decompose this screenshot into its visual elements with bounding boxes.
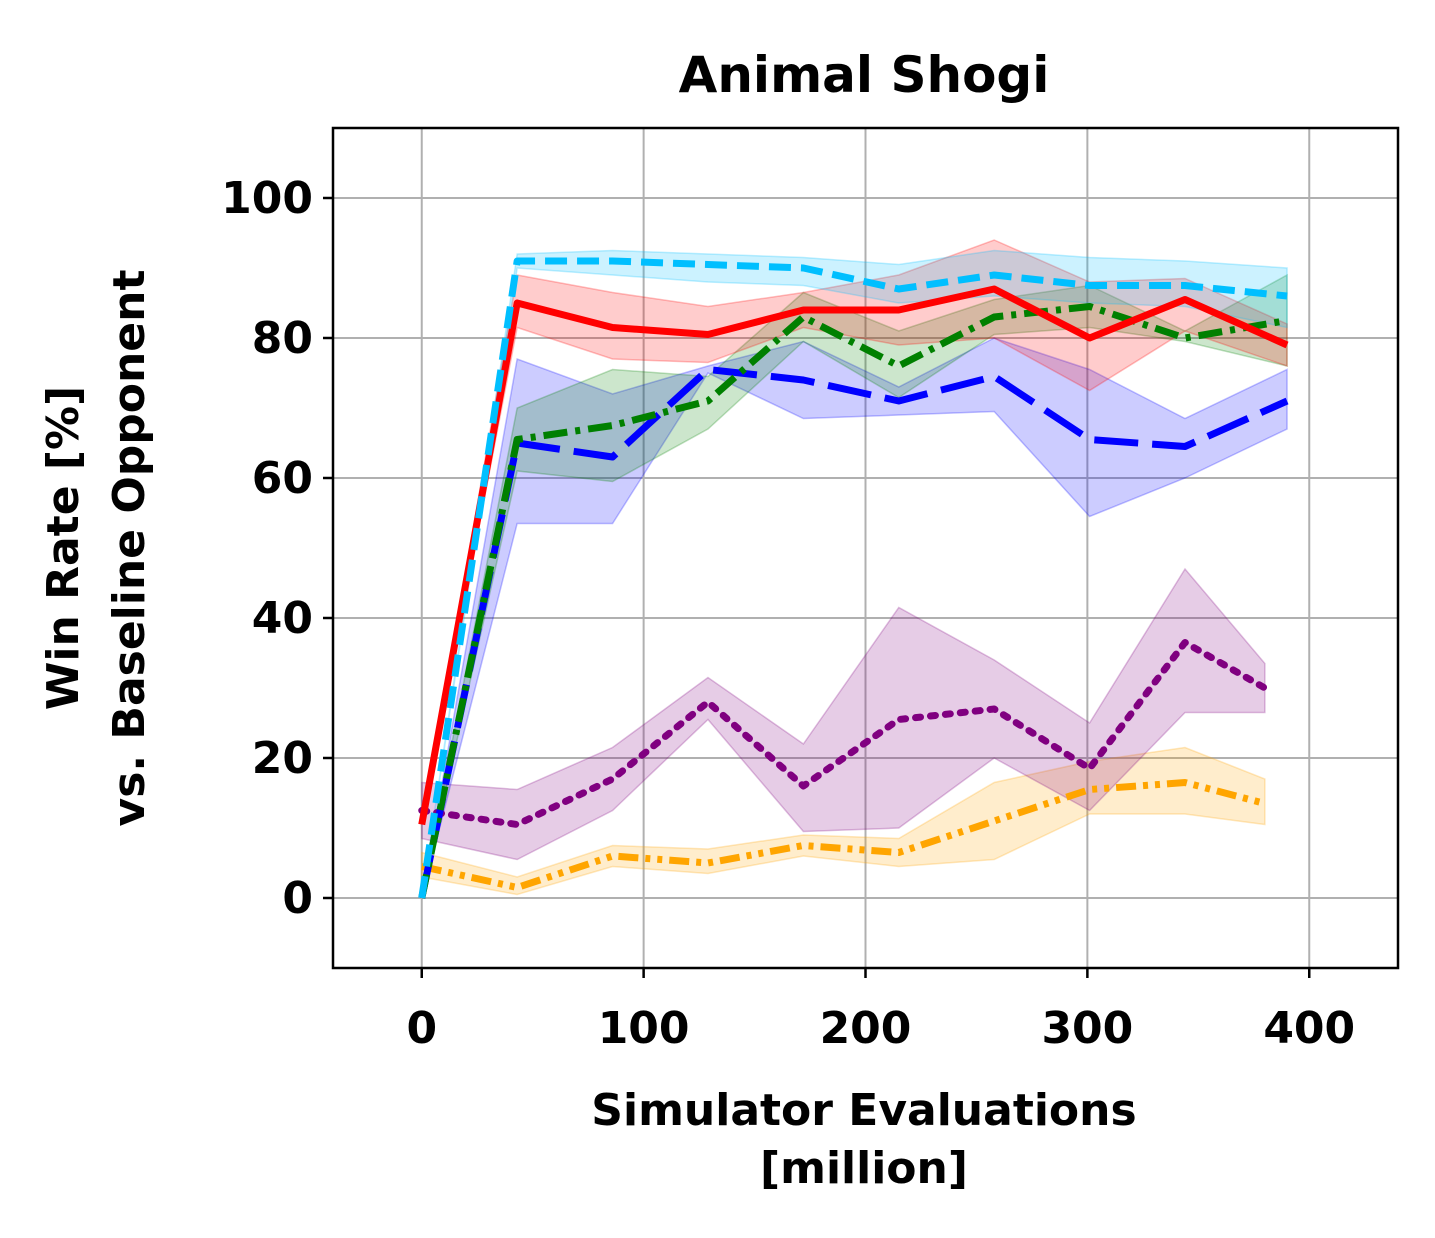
x-axis-label-line2: [million] bbox=[760, 1143, 968, 1194]
line-orange bbox=[420, 779, 1266, 891]
line-red bbox=[418, 285, 1289, 826]
x-tick-label: 100 bbox=[598, 1003, 690, 1054]
x-axis-ticks: 0 100 200 300 400 bbox=[406, 968, 1355, 1054]
x-tick-label: 200 bbox=[820, 1003, 912, 1054]
y-tick-label: 20 bbox=[252, 733, 313, 784]
y-tick-label: 80 bbox=[252, 313, 313, 364]
x-tick-label: 300 bbox=[1041, 1003, 1133, 1054]
y-tick-label: 40 bbox=[252, 593, 313, 644]
line-purple bbox=[418, 639, 1269, 828]
x-tick-label: 400 bbox=[1263, 1003, 1355, 1054]
series-lines bbox=[418, 257, 1289, 899]
y-tick-label: 60 bbox=[252, 453, 313, 504]
grid bbox=[333, 128, 1398, 968]
y-axis-ticks: 0 20 40 60 80 100 bbox=[221, 173, 333, 924]
line-green bbox=[418, 303, 1288, 899]
x-tick-label: 0 bbox=[406, 1003, 437, 1054]
confidence-bands bbox=[421, 239, 1288, 899]
y-axis-label-line1: Win Rate [%] bbox=[38, 386, 89, 710]
y-tick-label: 100 bbox=[221, 173, 313, 224]
line-light-blue bbox=[418, 257, 1288, 899]
chart-title: Animal Shogi bbox=[679, 46, 1050, 104]
line-blue bbox=[418, 366, 1289, 899]
band-purple bbox=[421, 567, 1266, 861]
y-axis-label-line2: vs. Baseline Opponent bbox=[104, 270, 155, 827]
x-axis-label-line1: Simulator Evaluations bbox=[591, 1085, 1136, 1136]
y-tick-label: 0 bbox=[282, 873, 313, 924]
band-blue bbox=[421, 337, 1288, 899]
